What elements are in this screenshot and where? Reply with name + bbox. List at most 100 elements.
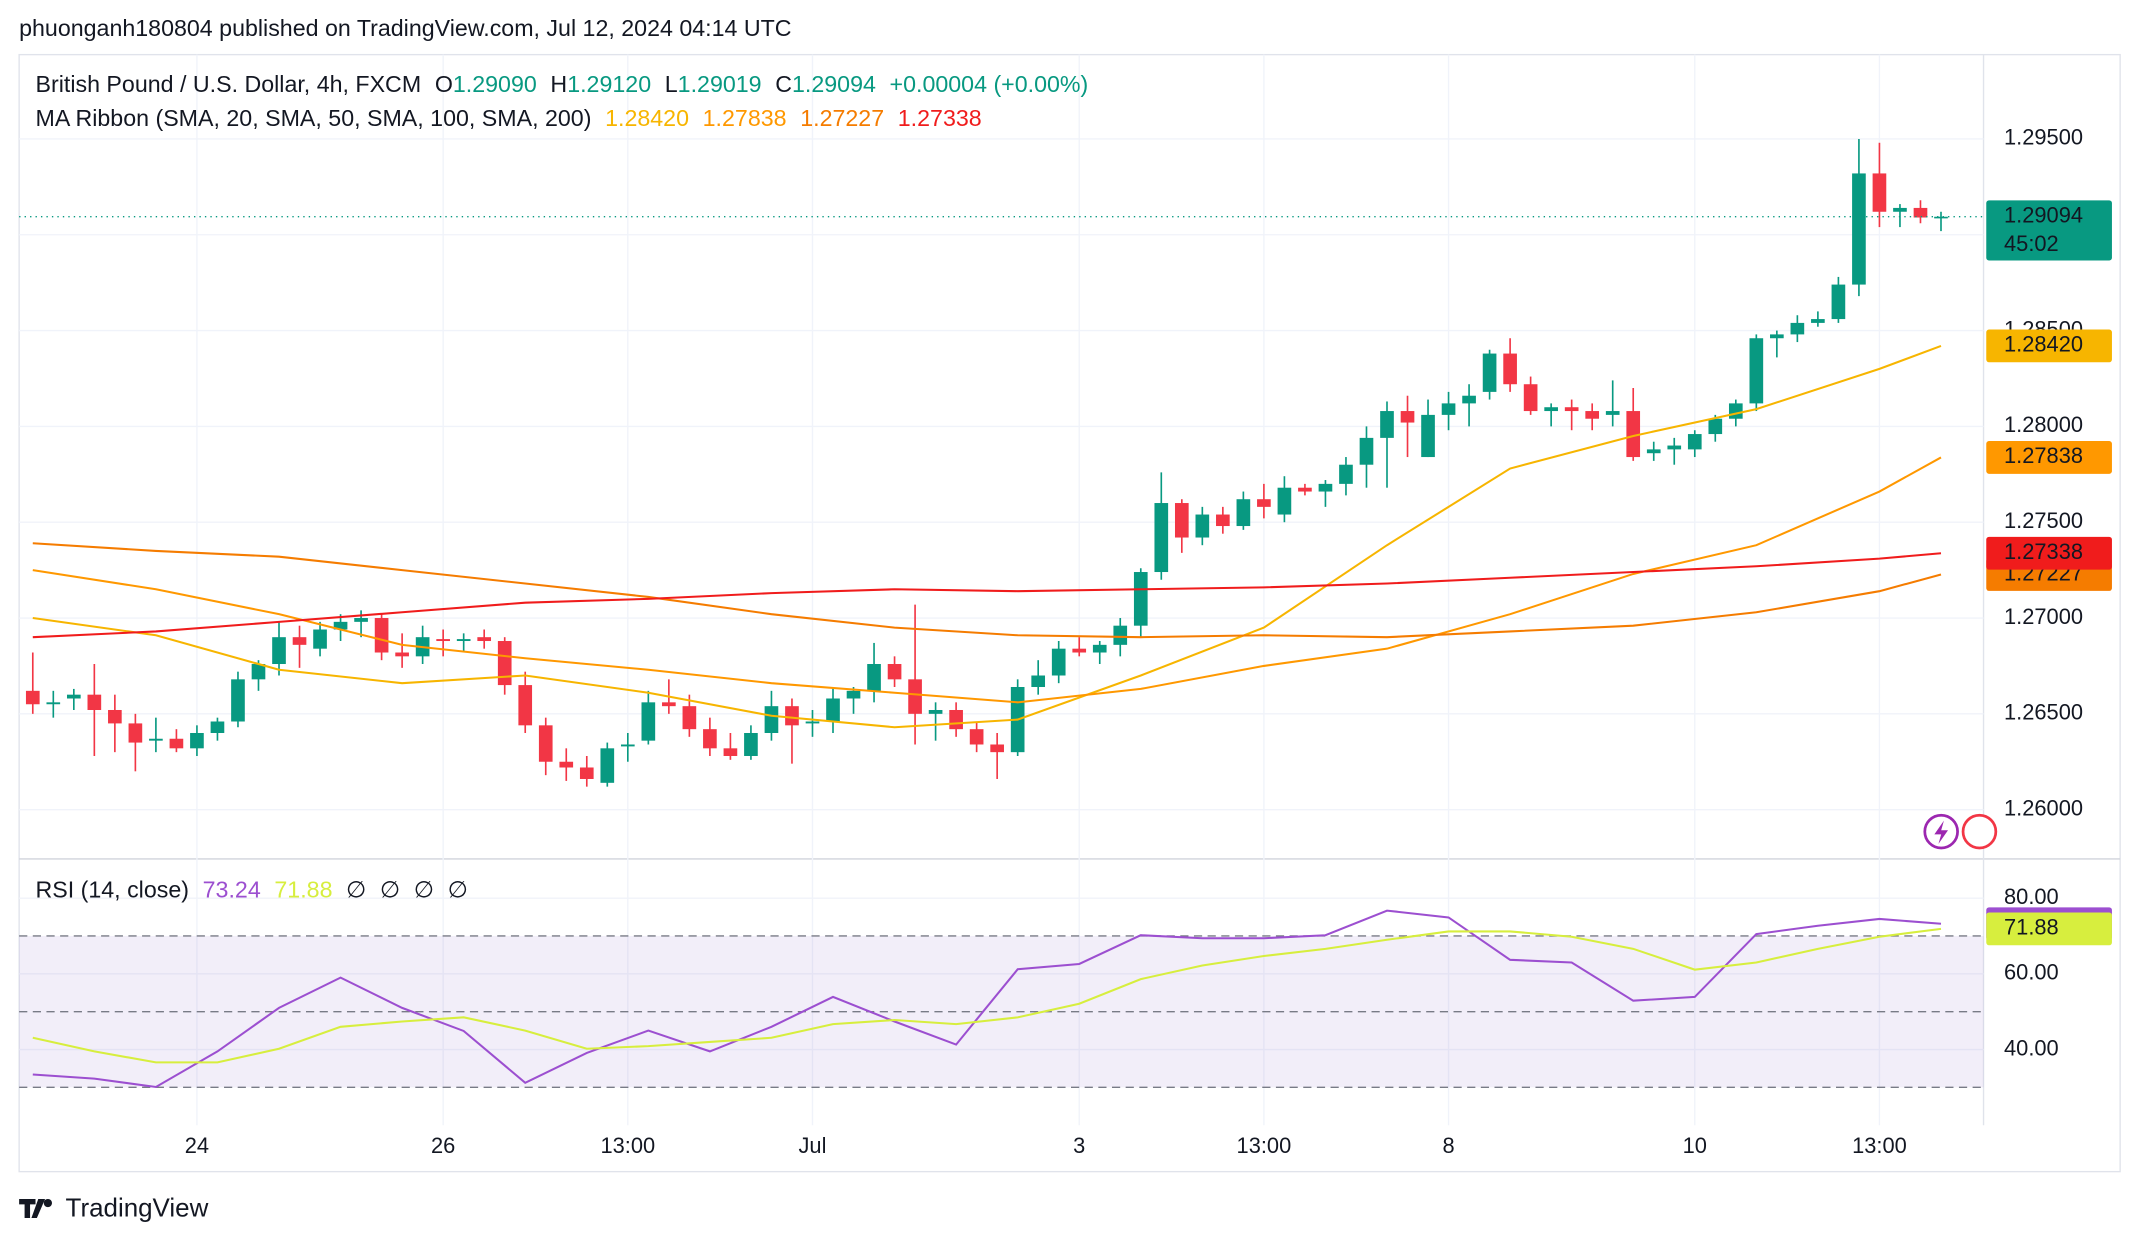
rsi-value-box — [1986, 912, 2112, 946]
candle-body — [1934, 216, 1948, 219]
flag-icon — [1961, 813, 1998, 850]
ma-line — [32, 542, 1942, 639]
candle-body — [764, 706, 779, 733]
ma-legend-value: 1.27227 — [800, 105, 884, 131]
candle-body — [662, 702, 676, 707]
ohlc-key: L — [665, 71, 678, 97]
x-tick-label: 26 — [431, 1133, 455, 1158]
ma-legend: MA Ribbon (SMA, 20, SMA, 50, SMA, 100, S… — [36, 105, 982, 131]
candle-body — [1728, 403, 1743, 419]
candle-body — [149, 738, 163, 741]
x-tick-label: Jul — [799, 1133, 827, 1158]
x-tick-label: 13:00 — [1237, 1133, 1292, 1158]
candle-body — [395, 652, 409, 657]
candle-body — [928, 709, 943, 714]
candle-body — [374, 618, 389, 653]
y-tick-label: 1.27000 — [2004, 604, 2083, 629]
candle-body — [1195, 514, 1210, 538]
candle-body — [25, 690, 40, 705]
candle-body — [846, 690, 861, 699]
candle-body — [1339, 464, 1353, 484]
candle-body — [1564, 407, 1579, 412]
candle-body — [805, 721, 820, 724]
ma-price-box — [1986, 441, 2112, 474]
candle-body — [1544, 407, 1558, 412]
grid — [19, 54, 1984, 1126]
y-tick-label: 1.29500 — [2004, 125, 2083, 150]
lightning — [1934, 820, 1949, 844]
candle-body — [744, 732, 758, 756]
rsi-line — [32, 927, 1942, 1064]
ma-title: MA Ribbon (SMA, 20, SMA, 50, SMA, 100, S… — [36, 105, 592, 131]
ma-price-label: 1.27838 — [2004, 443, 2083, 468]
candle-body — [1749, 338, 1764, 404]
candle-body — [1113, 625, 1128, 645]
logo: TradingView — [19, 1195, 209, 1223]
candle-body — [436, 639, 450, 642]
ohlc-key: H — [550, 71, 567, 97]
candle-body — [826, 698, 840, 722]
candle-body — [272, 637, 286, 665]
candle-body — [1523, 384, 1538, 412]
candle-body — [641, 702, 656, 741]
y-tick-label: 1.26000 — [2004, 795, 2083, 820]
x-tick-label: 3 — [1073, 1133, 1085, 1158]
candle-body — [1790, 322, 1805, 335]
candle-body — [579, 767, 594, 779]
candle-body — [1051, 648, 1066, 676]
countdown: 45:02 — [2004, 231, 2059, 256]
brand: TradingView — [66, 1195, 209, 1223]
candle-body — [1359, 437, 1374, 465]
candle-body — [1257, 499, 1271, 507]
candle-body — [1893, 207, 1907, 212]
candle-body — [1585, 411, 1600, 419]
ohlc-value: 1.29090 — [453, 71, 537, 97]
y-tick-label: 1.27500 — [2004, 508, 2083, 533]
candle-body — [477, 637, 492, 642]
publish-line: phuonganh180804 published on TradingView… — [19, 15, 791, 41]
candle-body — [1811, 319, 1825, 323]
x-tick-label: 13:00 — [600, 1133, 655, 1158]
candle-body — [887, 664, 902, 680]
y-tick-label: 40.00 — [2004, 1035, 2059, 1060]
rsi-legend-value: 71.88 — [274, 877, 332, 903]
candle-body — [1482, 353, 1497, 392]
ma-price-label: 1.28420 — [2004, 332, 2083, 357]
candle-body — [1092, 644, 1107, 653]
rsi-line — [32, 909, 1942, 1089]
na-value: ∅ — [448, 877, 468, 903]
logo-mark — [19, 1198, 52, 1219]
ma-price-box — [1986, 329, 2112, 363]
ma-legend-value: 1.28420 — [605, 105, 689, 131]
y-tick-label: 1.26500 — [2004, 700, 2083, 725]
change: +0.00004 (+0.00%) — [890, 71, 1089, 97]
last-price-label: 1.29094 — [2004, 203, 2083, 228]
ma-legend-value: 1.27838 — [703, 105, 787, 131]
ma-legend-value: 1.27338 — [898, 105, 982, 131]
rsi-value-label: 71.88 — [2004, 915, 2059, 940]
candle-body — [723, 748, 738, 756]
candle-body — [1031, 675, 1046, 688]
candle-body — [169, 738, 184, 749]
symbol: British Pound / U.S. Dollar, 4h, FXCM — [36, 71, 422, 97]
frame — [18, 53, 2121, 1173]
candle-body — [190, 732, 204, 749]
candle-body — [128, 723, 143, 743]
candle-body — [1277, 487, 1292, 515]
rsi-legend-value: 73.24 — [203, 877, 261, 903]
price-legend: British Pound / U.S. Dollar, 4h, FXCM O1.… — [36, 71, 1089, 97]
candle-body — [46, 702, 61, 705]
ohlc-value: 1.29094 — [792, 71, 876, 97]
candle-body — [354, 618, 368, 622]
candle-body — [497, 641, 512, 686]
na-value: ∅ — [380, 877, 400, 903]
candle-body — [538, 725, 553, 762]
candle-body — [1852, 173, 1866, 285]
ohlc-key: O — [435, 71, 453, 97]
candle-body — [1318, 483, 1333, 492]
x-tick-label: 10 — [1683, 1133, 1707, 1158]
na-value: ∅ — [414, 877, 434, 903]
candle-body — [251, 664, 266, 680]
ma-price-label: 1.27338 — [2004, 539, 2083, 564]
